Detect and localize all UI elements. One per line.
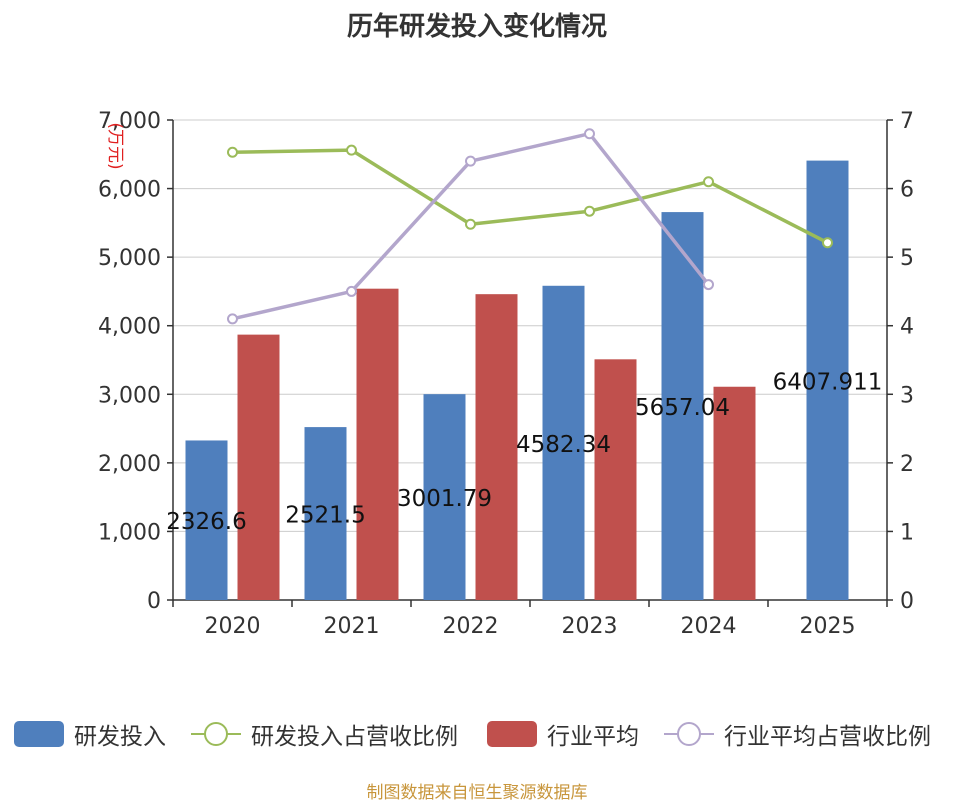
y-left-tick-label: 2,000 <box>98 452 161 477</box>
y-left-tick-label: 0 <box>147 589 161 614</box>
y-unit-label: (万元) <box>105 122 125 169</box>
legend-swatch-industry-average <box>487 721 537 747</box>
y-left-tick-label: 7,000 <box>98 109 161 134</box>
bar <box>304 427 347 600</box>
y-left-tick-label: 4,000 <box>98 315 161 340</box>
line-point <box>584 128 595 140</box>
line-point <box>465 155 476 167</box>
x-tick-label: 2022 <box>443 614 499 639</box>
line-point <box>465 218 476 230</box>
legend-label-rd-ratio: 研发投入占营收比例 <box>251 724 458 750</box>
bar <box>185 440 228 600</box>
source-note: 制图数据来自恒生聚源数据库 <box>366 783 588 803</box>
bar <box>661 212 704 600</box>
bar <box>713 386 756 600</box>
y-right-tick-label: 7 <box>900 109 914 134</box>
x-tick-label: 2023 <box>562 614 618 639</box>
line-point <box>822 237 833 249</box>
chart-title: 历年研发投入变化情况 <box>346 12 607 42</box>
y-right-tick-label: 2 <box>900 452 914 477</box>
legend-marker-industry-ratio <box>664 721 714 747</box>
line-point <box>703 279 714 291</box>
line-point <box>703 176 714 188</box>
data-label: 3001.79 <box>397 486 492 512</box>
bar <box>542 285 585 600</box>
legend-item-rd-ratio[interactable]: 研发投入占营收比例 <box>191 712 458 756</box>
y-right-tick-label: 6 <box>900 178 914 203</box>
y-right-tick-label: 4 <box>900 315 914 340</box>
x-tick-label: 2021 <box>324 614 380 639</box>
y-right-tick-label: 5 <box>900 246 914 271</box>
data-label: 2326.6 <box>166 509 246 535</box>
bar <box>475 294 518 600</box>
data-label: 4582.34 <box>516 432 611 458</box>
series-line <box>232 148 829 245</box>
legend-marker-rd-ratio <box>191 721 241 747</box>
legend-item-industry-average[interactable]: 行业平均 <box>487 712 639 756</box>
legend[interactable]: 研发投入 研发投入占营收比例 行业平均 行业平均占营收比例 <box>0 712 954 756</box>
chart-plot: 01,0002,0003,0004,0005,0006,0007,0000123… <box>98 109 914 639</box>
y-right-tick-label: 1 <box>900 520 914 545</box>
line-point <box>346 144 357 156</box>
line-point <box>227 313 238 325</box>
legend-label-rd-investment: 研发投入 <box>74 724 166 750</box>
y-left-tick-label: 5,000 <box>98 246 161 271</box>
y-left-tick-label: 6,000 <box>98 178 161 203</box>
line-point <box>227 146 238 158</box>
bar <box>356 288 399 600</box>
legend-swatch-rd-investment <box>14 721 64 747</box>
y-left-tick-label: 1,000 <box>98 520 161 545</box>
bar <box>423 394 466 600</box>
y-right-tick-label: 0 <box>900 589 914 614</box>
bar <box>237 334 280 600</box>
line-point <box>346 285 357 297</box>
legend-label-industry-average: 行业平均 <box>547 724 639 750</box>
line-point <box>584 205 595 217</box>
x-tick-label: 2025 <box>800 614 856 639</box>
y-left-tick-label: 3,000 <box>98 383 161 408</box>
legend-item-industry-ratio[interactable]: 行业平均占营收比例 <box>664 712 931 756</box>
y-right-tick-label: 3 <box>900 383 914 408</box>
legend-label-industry-ratio: 行业平均占营收比例 <box>724 724 931 750</box>
x-tick-label: 2024 <box>681 614 737 639</box>
x-tick-label: 2020 <box>205 614 261 639</box>
data-label: 5657.04 <box>635 395 730 421</box>
bar <box>594 359 637 600</box>
legend-item-rd-investment[interactable]: 研发投入 <box>14 712 166 756</box>
data-label: 2521.5 <box>285 503 365 529</box>
data-label: 6407.911 <box>773 369 883 395</box>
